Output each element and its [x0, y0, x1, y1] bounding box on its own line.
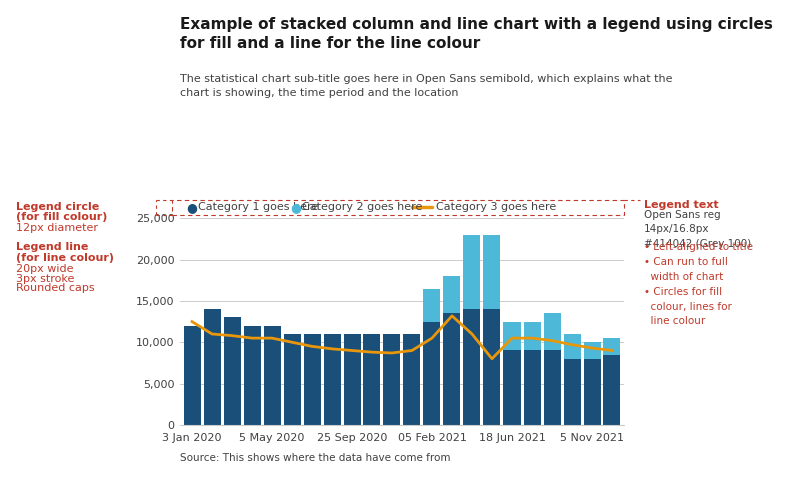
- Bar: [363, 334, 381, 425]
- Text: Source: This shows where the data have come from: Source: This shows where the data have c…: [180, 453, 450, 463]
- Text: Category 2 goes here: Category 2 goes here: [302, 203, 422, 212]
- Text: ●: ●: [290, 201, 302, 214]
- Bar: [243, 326, 261, 425]
- Text: 20px wide: 20px wide: [16, 264, 74, 274]
- Bar: [543, 350, 561, 425]
- Bar: [443, 313, 461, 425]
- Bar: [603, 355, 621, 425]
- Bar: [203, 309, 221, 425]
- Text: (for line colour): (for line colour): [16, 253, 114, 263]
- Bar: [183, 326, 201, 425]
- Bar: [263, 326, 281, 425]
- Text: Legend circle: Legend circle: [16, 202, 99, 212]
- Text: The statistical chart sub-title goes here in Open Sans semibold, which explains : The statistical chart sub-title goes her…: [180, 74, 673, 97]
- Bar: [343, 334, 361, 425]
- Text: ●: ●: [186, 201, 198, 214]
- Text: 12px diameter: 12px diameter: [16, 223, 98, 233]
- Bar: [503, 322, 521, 350]
- Bar: [423, 322, 441, 425]
- Bar: [423, 288, 441, 322]
- Bar: [583, 359, 601, 425]
- Bar: [563, 334, 581, 359]
- Text: Category 1 goes here: Category 1 goes here: [198, 203, 318, 212]
- Bar: [463, 235, 481, 309]
- Bar: [523, 322, 541, 350]
- Bar: [383, 334, 401, 425]
- Text: Legend text: Legend text: [644, 200, 718, 210]
- Bar: [283, 334, 301, 425]
- Bar: [323, 334, 341, 425]
- Text: 3px stroke: 3px stroke: [16, 274, 74, 284]
- Text: • Left-aligned to title
• Can run to full
  width of chart
• Circles for fill
  : • Left-aligned to title • Can run to ful…: [644, 242, 753, 326]
- Bar: [303, 334, 321, 425]
- Text: (for fill colour): (for fill colour): [16, 212, 107, 222]
- Bar: [223, 317, 241, 425]
- Bar: [563, 359, 581, 425]
- Bar: [523, 350, 541, 425]
- Bar: [443, 276, 461, 313]
- Bar: [483, 309, 501, 425]
- Bar: [403, 334, 421, 425]
- Bar: [483, 235, 501, 309]
- Bar: [503, 350, 521, 425]
- Text: Category 3 goes here: Category 3 goes here: [436, 203, 556, 212]
- Bar: [603, 338, 621, 355]
- Bar: [463, 309, 481, 425]
- Text: Legend line: Legend line: [16, 242, 88, 252]
- Bar: [543, 313, 561, 350]
- Text: Example of stacked column and line chart with a legend using circles
for fill an: Example of stacked column and line chart…: [180, 17, 773, 51]
- Text: Open Sans reg
14px/16.8px
#414042 (Grey 100): Open Sans reg 14px/16.8px #414042 (Grey …: [644, 210, 751, 249]
- Bar: [583, 342, 601, 359]
- Text: Rounded caps: Rounded caps: [16, 283, 94, 293]
